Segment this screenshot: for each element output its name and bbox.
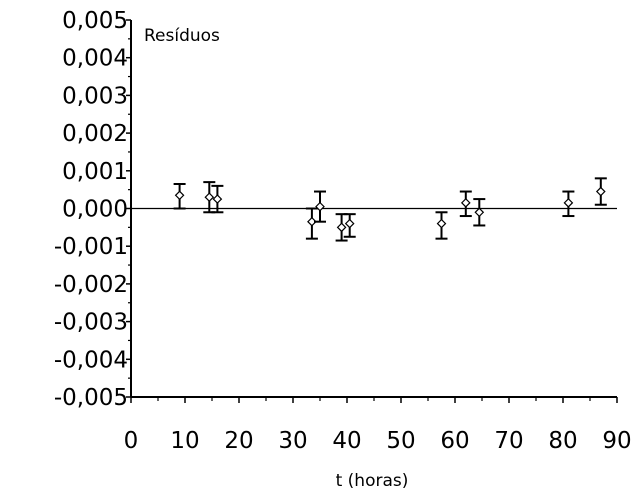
x-axis-title: t (horas) [336,471,409,491]
y-tick-label: -0,002 [54,272,128,298]
data-point [459,190,472,218]
data-point [335,213,348,242]
y-tick-label: -0,005 [54,385,128,411]
y-tick-label: 0,000 [62,197,128,223]
y-tick-label: -0,003 [54,310,128,336]
data-point [305,207,318,240]
diamond-marker [344,218,355,229]
data-point [343,213,356,238]
diamond-marker [563,197,574,208]
x-tick-label: 90 [602,428,631,454]
diamond-marker [174,190,185,201]
y-tick-labels: 0,005 0,004 0,003 0,002 0,001 0,000 -0,001 -0,0… [54,8,128,411]
data-point [473,198,486,227]
x-tick-label: 30 [278,428,307,454]
y-tick-label: 0,003 [62,83,128,109]
data-point [562,190,575,218]
x-tick-label: 60 [440,428,469,454]
data-point [211,184,224,214]
x-tick-label: 0 [124,428,139,454]
diamond-marker [436,218,447,229]
diamond-marker [307,216,317,227]
y-tick-label: 0,001 [62,159,128,185]
data-point [314,190,326,223]
data-point [203,181,216,214]
diamond-marker [204,192,215,203]
axes [126,19,618,403]
diamond-marker [315,201,325,212]
x-tick-label: 20 [224,428,253,454]
data-points [173,177,607,242]
diamond-marker [212,194,223,204]
y-tick-label: 0,005 [62,8,128,34]
diamond-marker [595,186,606,197]
y-tick-label: 0,004 [62,46,128,72]
y-tick-label: 0,002 [62,121,128,147]
diamond-marker [460,197,471,208]
x-tick-label: 50 [386,428,415,454]
data-point [594,177,607,206]
x-tick-label: 70 [494,428,523,454]
x-tick-labels: 0 10 20 30 40 50 60 70 80 90 [124,428,632,454]
y-tick-label: -0,004 [54,347,128,373]
diamond-marker [336,222,347,233]
x-tick-label: 80 [548,428,577,454]
x-tick-label: 40 [332,428,361,454]
diamond-marker [474,207,485,218]
data-point [173,182,186,210]
plot-title: Resíduos [144,26,220,46]
y-tick-label: -0,001 [54,234,128,260]
x-tick-label: 10 [170,428,199,454]
data-point [435,211,448,240]
